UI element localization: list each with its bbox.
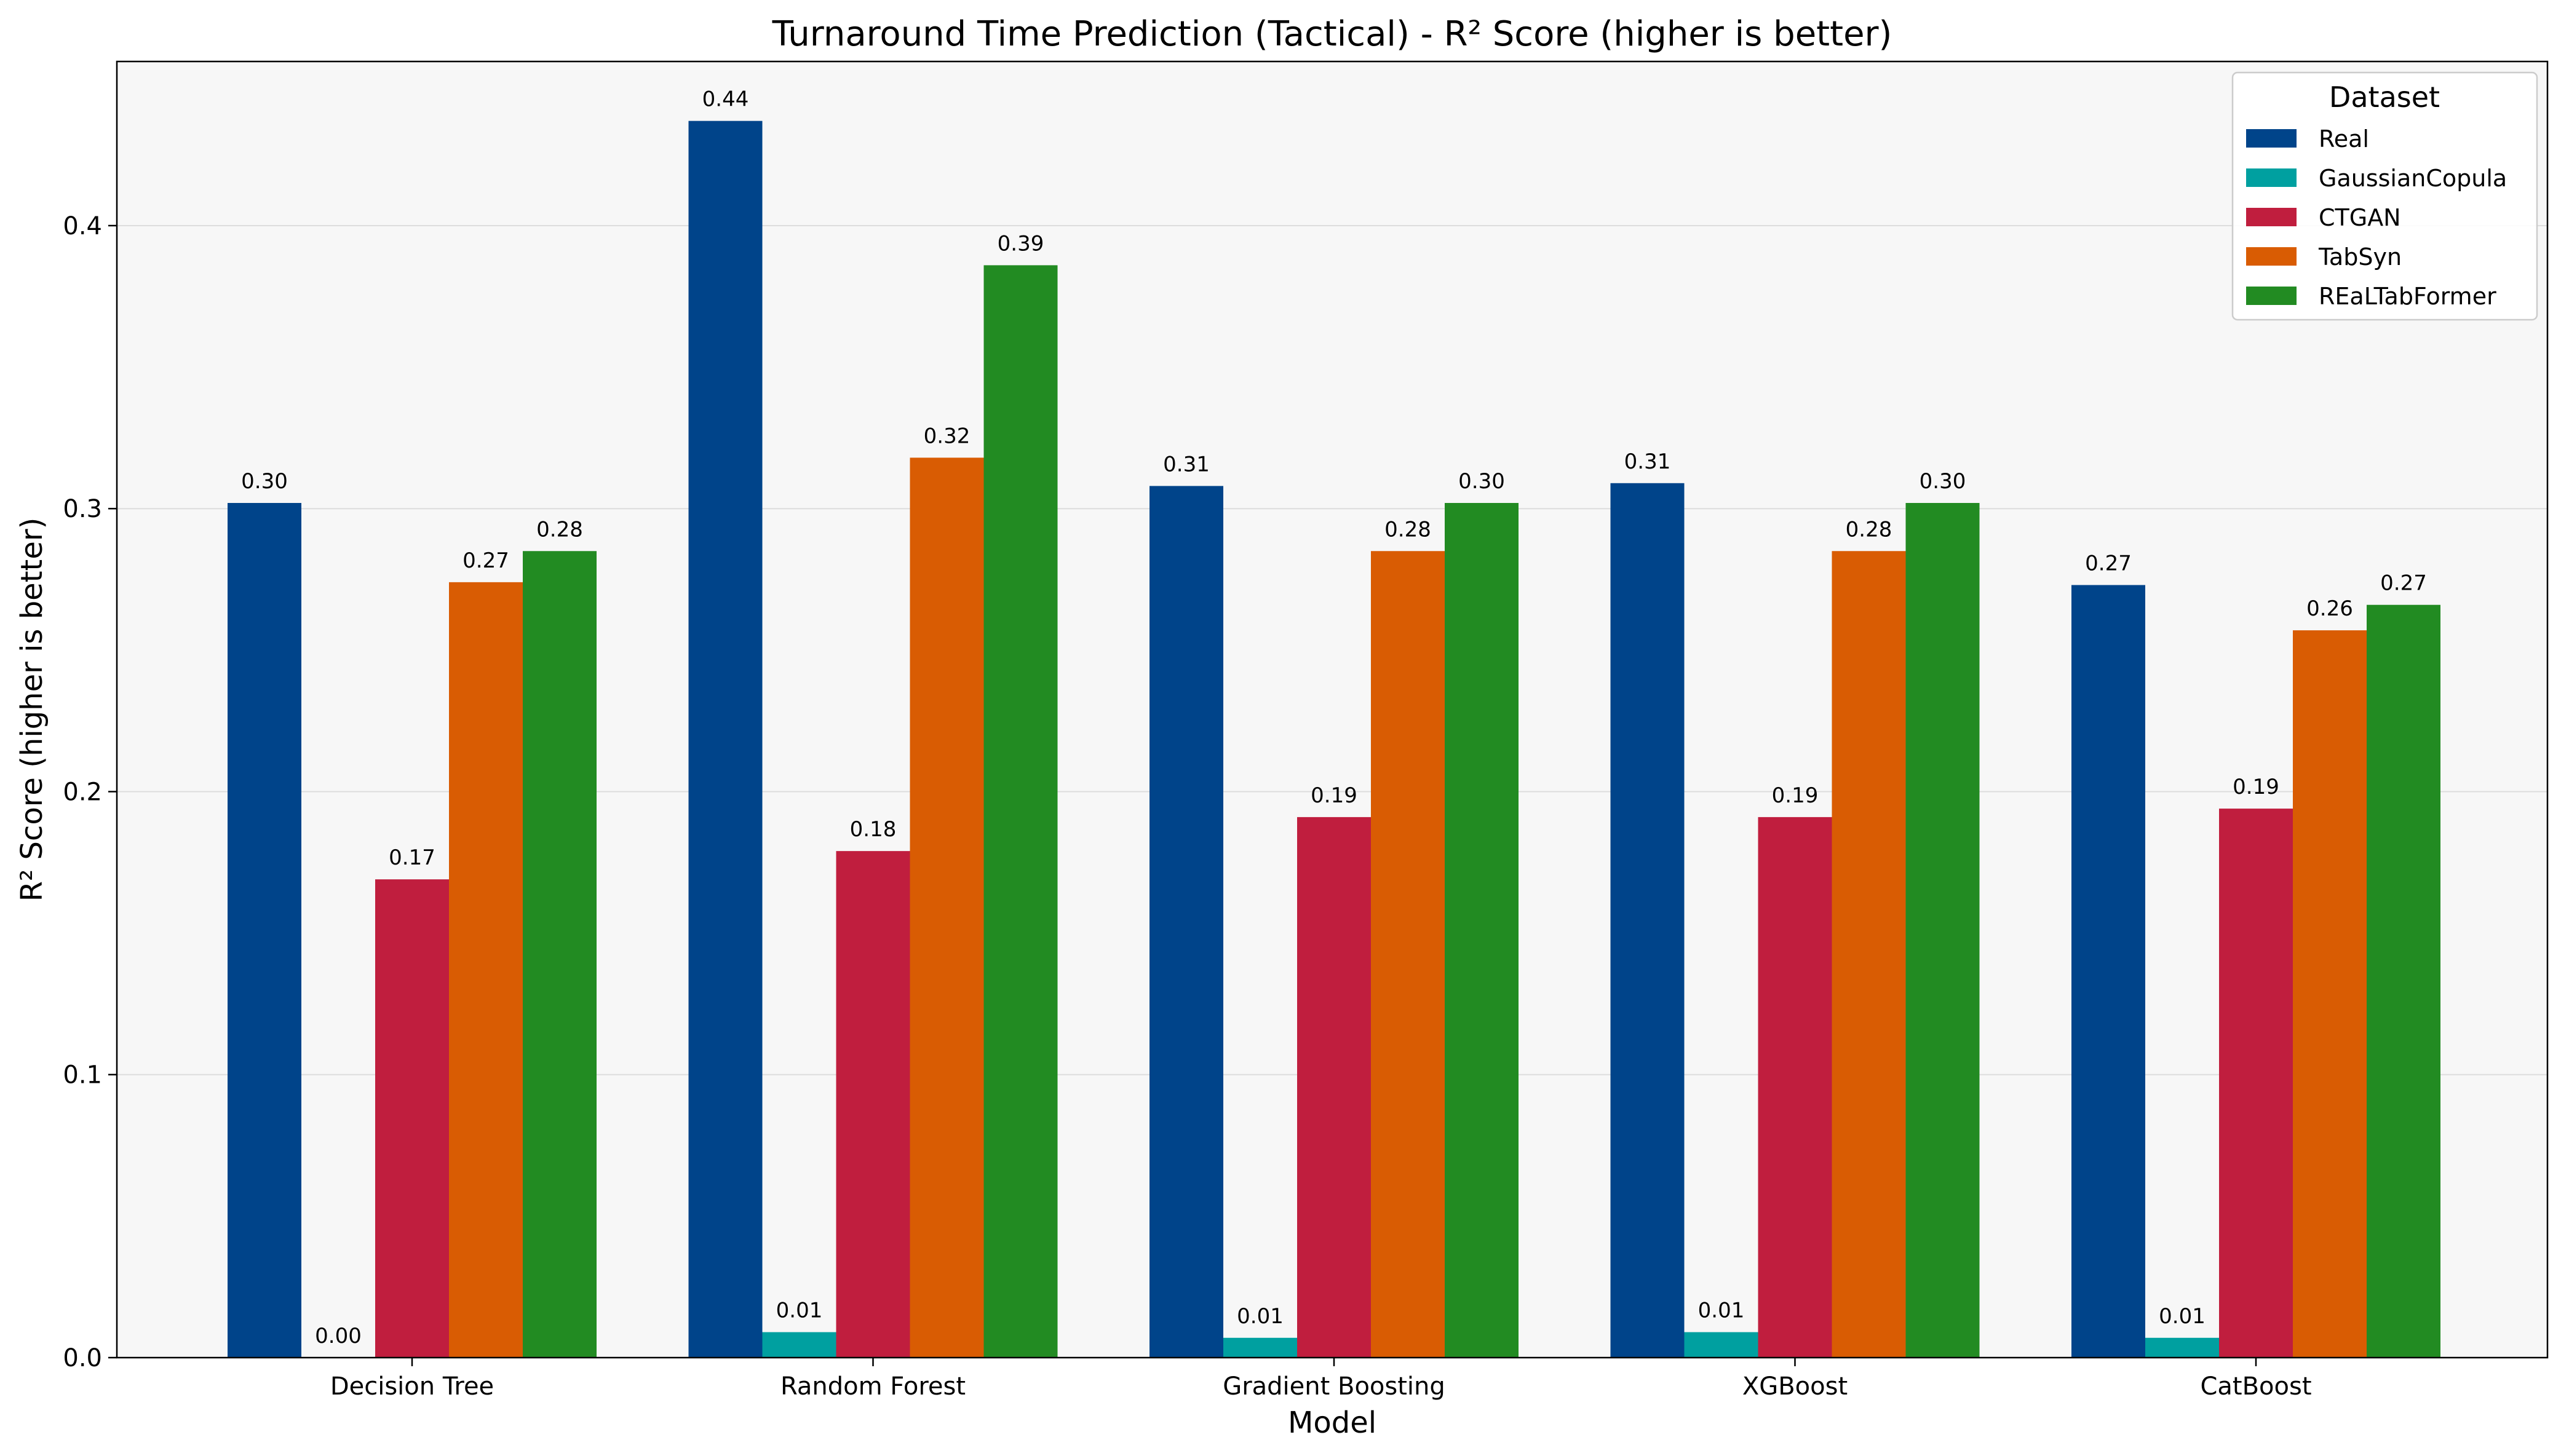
x-tick-label: CatBoost [2200, 1372, 2311, 1401]
bar-tabsyn [1371, 551, 1445, 1358]
bar-real [2071, 585, 2145, 1358]
bar-value-label: 0.19 [2233, 775, 2279, 799]
bar-value-label: 0.19 [1772, 783, 1819, 808]
bar-value-label: 0.28 [1384, 517, 1431, 542]
bar-value-label: 0.01 [1698, 1299, 1745, 1323]
bar-realtabformer [983, 265, 1058, 1358]
y-tick-label: 0.3 [63, 495, 102, 523]
bar-value-label: 0.01 [776, 1299, 823, 1323]
bars [228, 121, 2440, 1358]
bar-value-label: 0.39 [998, 231, 1044, 256]
bar-gaussiancopula [1223, 1337, 1297, 1358]
y-axis-label: R² Score (higher is better) [15, 518, 49, 902]
bar-value-label: 0.27 [2085, 551, 2132, 576]
x-tick-label: Decision Tree [330, 1372, 494, 1401]
bar-ctgan [836, 851, 910, 1358]
bar-realtabformer [1445, 503, 1519, 1358]
x-tick-label: Random Forest [780, 1372, 966, 1401]
plot-frame [116, 60, 2549, 1359]
bar-value-label: 0.27 [463, 548, 509, 573]
x-axis-label: Model [1288, 1406, 1376, 1440]
bar-value-label: 0.19 [1311, 783, 1357, 808]
legend-box [2231, 71, 2538, 321]
bar-tabsyn [2293, 630, 2367, 1358]
bar-realtabformer [2367, 604, 2440, 1358]
legend-swatch [2246, 247, 2297, 266]
legend-items: Real GaussianCopula CTGAN TabSyn REaLTabForm… [2246, 125, 2507, 310]
bar-value-label: 0.31 [1624, 449, 1671, 474]
bar-value-label: 0.17 [389, 845, 435, 870]
bar-tabsyn [910, 457, 984, 1358]
bar-real [1610, 483, 1685, 1358]
bar-ctgan [1297, 817, 1371, 1358]
bar-ctgan [1758, 817, 1832, 1358]
bar-tabsyn [449, 582, 523, 1358]
bar-ctgan [375, 879, 449, 1358]
bar-value-label: 0.30 [241, 469, 288, 494]
legend-swatch [2246, 129, 2297, 148]
bar-value-label: 0.26 [2306, 596, 2353, 621]
x-tick-label: XGBoost [1742, 1372, 1848, 1401]
bar-ctgan [2219, 809, 2293, 1358]
legend-swatch [2246, 208, 2297, 226]
bar-value-label: 0.01 [2159, 1304, 2206, 1329]
bar-value-label: 0.32 [924, 424, 971, 448]
y-tick-label: 0.0 [63, 1344, 102, 1372]
bar-value-label: 0.30 [1920, 469, 1966, 494]
bar-realtabformer [523, 551, 597, 1358]
legend-label: GaussianCopula [2319, 165, 2507, 192]
bar-value-label: 0.01 [1237, 1304, 1284, 1329]
legend: Dataset Real GaussianCopula CTGAN TabSyn REa… [2231, 71, 2538, 321]
bar-value-label: 0.28 [536, 517, 583, 542]
bar-real [228, 503, 301, 1358]
bar-value-label: 0.27 [2380, 571, 2427, 596]
legend-label: TabSyn [2318, 243, 2402, 271]
chart-title: Turnaround Time Prediction (Tactical) - … [772, 14, 1892, 54]
legend-label: CTGAN [2319, 204, 2401, 231]
y-axis-ticks: 0.0 0.1 0.2 0.3 0.4 [63, 212, 117, 1372]
legend-swatch [2246, 168, 2297, 187]
legend-title: Dataset [2329, 81, 2440, 114]
bar-value-label: 0.28 [1846, 517, 1892, 542]
data-labels: 0.30 0.00 0.17 0.27 0.28 0.44 0.01 0.18 0.32 0.39… [241, 87, 2427, 1348]
bar-real [688, 121, 763, 1358]
bar-real [1149, 486, 1223, 1358]
bar-value-label: 0.00 [315, 1324, 362, 1348]
y-tick-label: 0.2 [63, 778, 102, 806]
x-axis-ticks: Decision Tree Random Forest Gradient Boost… [330, 1358, 2312, 1401]
bar-value-label: 0.18 [850, 817, 897, 842]
legend-swatch [2246, 287, 2297, 305]
x-tick-label: Gradient Boosting [1223, 1372, 1445, 1401]
bar-value-label: 0.44 [702, 87, 749, 112]
bar-value-label: 0.30 [1458, 469, 1505, 494]
bar-value-label: 0.31 [1163, 452, 1210, 477]
bar-tabsyn [1832, 551, 1906, 1358]
bar-realtabformer [1905, 503, 1980, 1358]
bar-gaussiancopula [2145, 1337, 2219, 1358]
bar-gaussiancopula [1684, 1332, 1758, 1358]
bar-gaussiancopula [762, 1332, 836, 1358]
legend-label: REaLTabFormer [2319, 283, 2496, 310]
y-tick-label: 0.1 [63, 1061, 102, 1090]
legend-label: Real [2319, 125, 2369, 152]
y-tick-label: 0.4 [63, 212, 102, 240]
